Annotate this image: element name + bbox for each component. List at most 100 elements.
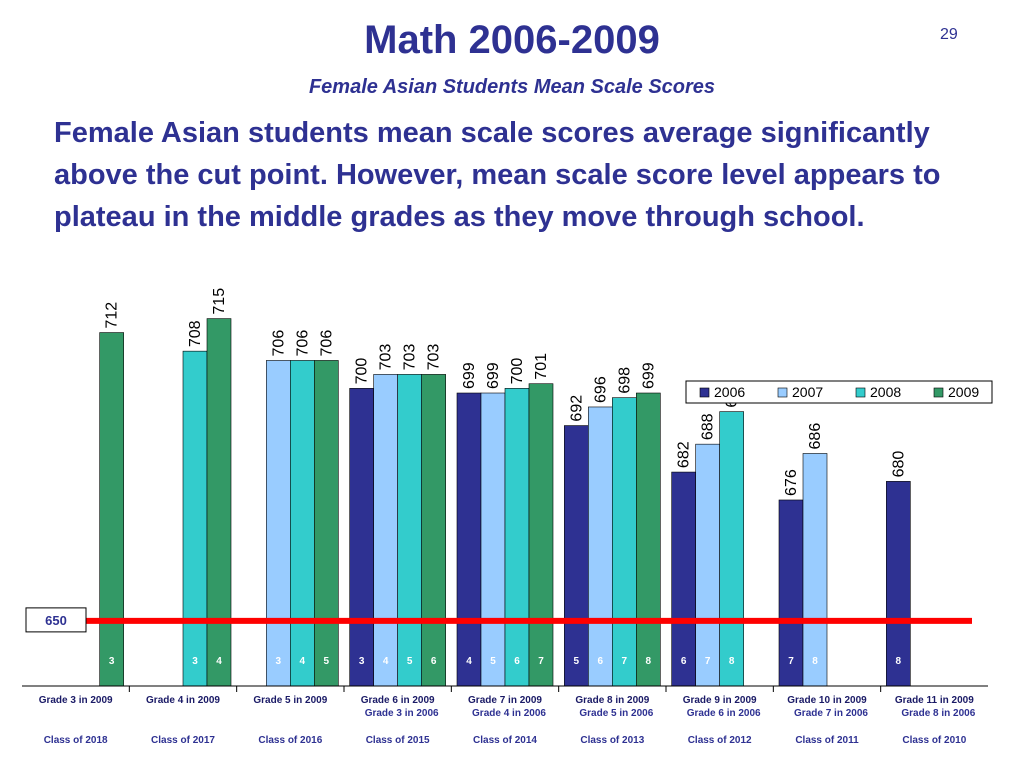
bar-value-label: 692	[568, 395, 585, 422]
category-sublabel: Grade 8 in 2006	[901, 708, 975, 719]
category-label: Grade 8 in 2009	[575, 695, 649, 706]
bar-2009-group-3	[314, 360, 339, 687]
category-label: Grade 6 in 2009	[361, 695, 435, 706]
legend-label-2009: 2009	[948, 384, 979, 400]
bar-grade-label: 3	[359, 656, 365, 667]
bar-value-label: 688	[700, 413, 717, 440]
category-label: Grade 5 in 2009	[253, 695, 327, 706]
axis-layer: Grade 3 in 2009 Class of 2018 Grade 4 in 2…	[22, 685, 988, 746]
category-sublabel: Grade 5 in 2006	[579, 708, 653, 719]
bar-2008-group-5	[504, 388, 530, 687]
bar-2006-group-6	[564, 425, 589, 687]
bar-2007-group-6	[588, 406, 613, 687]
bar-2007-group-5	[480, 392, 506, 687]
bar-grade-label: 8	[646, 656, 652, 667]
bars-layer: 712 3 708 3 715 4 706 3 706 4 706 5 700 3 703 4 703 5 703 6…	[99, 288, 911, 687]
class-label: Class of 2018	[44, 735, 108, 746]
bar-grade-label: 3	[109, 656, 115, 667]
bar-2009-group-1	[99, 332, 124, 687]
page-number: 29	[940, 26, 958, 43]
bar-grade-label: 8	[729, 656, 735, 667]
bar-2007-group-3	[266, 360, 291, 687]
category-label: Grade 4 in 2009	[146, 695, 220, 706]
category-label: Grade 9 in 2009	[683, 695, 757, 706]
bar-value-label: 706	[294, 330, 311, 357]
bar-grade-label: 6	[514, 656, 520, 667]
bar-2008-group-6	[612, 397, 637, 687]
category-sublabel: Grade 3 in 2006	[365, 708, 439, 719]
bar-2009-group-6	[636, 392, 661, 687]
class-label: Class of 2017	[151, 735, 215, 746]
bar-2006-group-7	[671, 471, 696, 687]
bar-grade-label: 7	[538, 656, 544, 667]
bar-value-label: 703	[378, 344, 395, 371]
bar-value-label: 676	[783, 469, 800, 496]
class-label: Class of 2015	[366, 735, 430, 746]
bar-value-label: 712	[104, 302, 121, 329]
bar-value-label: 699	[461, 362, 478, 389]
legend-label-2006: 2006	[714, 384, 745, 400]
bar-grade-label: 6	[431, 656, 437, 667]
bar-2009-group-2	[206, 318, 232, 687]
category-label: Grade 11 in 2009	[895, 695, 974, 706]
bar-value-label: 703	[402, 344, 419, 371]
class-label: Class of 2016	[258, 735, 322, 746]
bar-grade-label: 7	[622, 656, 628, 667]
bar-grade-label: 4	[466, 656, 472, 667]
bar-2009-group-5	[528, 383, 554, 687]
bar-value-label: 682	[676, 441, 693, 468]
cut-point-box	[25, 607, 87, 633]
bar-value-label: 698	[616, 367, 633, 394]
bar-grade-label: 5	[407, 656, 413, 667]
category-sublabel: Grade 6 in 2006	[687, 708, 761, 719]
bar-value-label: 715	[211, 288, 228, 315]
class-label: Class of 2012	[688, 735, 752, 746]
bar-value-label: 680	[890, 451, 907, 478]
bar-value-label: 706	[318, 330, 335, 357]
cut-point-label: 650	[45, 613, 67, 628]
bar-grade-label: 6	[598, 656, 604, 667]
bar-2006-group-5	[456, 392, 482, 687]
bar-2007-group-7	[695, 443, 720, 687]
bar-value-label: 706	[270, 330, 287, 357]
legend-swatch-2007	[777, 387, 788, 398]
bar-grade-label: 8	[896, 656, 902, 667]
bar-2006-group-8	[778, 499, 804, 687]
legend-label-2007: 2007	[792, 384, 823, 400]
bar-value-label: 686	[807, 423, 824, 450]
legend-box	[685, 380, 993, 404]
bar-2008-group-7	[719, 411, 744, 687]
bar-grade-label: 4	[300, 656, 306, 667]
legend: 2006 2007 2008 2009	[685, 380, 993, 404]
class-label: Class of 2014	[473, 735, 537, 746]
bar-grade-label: 6	[681, 656, 687, 667]
bar-2008-group-2	[182, 350, 208, 687]
bar-grade-label: 5	[574, 656, 580, 667]
category-label: Grade 7 in 2009	[468, 695, 542, 706]
bar-2007-group-4	[373, 374, 398, 687]
category-label: Grade 10 in 2009	[787, 695, 867, 706]
category-sublabel: Grade 7 in 2006	[794, 708, 868, 719]
slide-body-text: Female Asian students mean scale scores …	[54, 117, 941, 233]
cut-line-layer: 650	[25, 607, 972, 633]
bar-value-label: 700	[509, 358, 526, 385]
bar-grade-label: 3	[192, 656, 198, 667]
bar-2009-group-4	[421, 374, 446, 687]
bar-grade-label: 3	[276, 656, 282, 667]
bar-grade-label: 4	[216, 656, 222, 667]
bar-value-label: 699	[485, 362, 502, 389]
class-label: Class of 2011	[795, 735, 859, 746]
bar-value-label: 703	[426, 344, 443, 371]
bar-grade-label: 7	[788, 656, 794, 667]
slide-title: Math 2006-2009	[364, 18, 660, 62]
bar-value-label: 701	[533, 353, 550, 380]
bar-2006-group-9	[886, 481, 911, 687]
bar-grade-label: 5	[490, 656, 496, 667]
bar-2008-group-4	[397, 374, 422, 687]
bar-2008-group-3	[290, 360, 315, 687]
bar-2007-group-8	[802, 453, 828, 687]
class-label: Class of 2013	[580, 735, 644, 746]
bar-grade-label: 8	[812, 656, 818, 667]
bar-value-label: 708	[187, 320, 204, 347]
